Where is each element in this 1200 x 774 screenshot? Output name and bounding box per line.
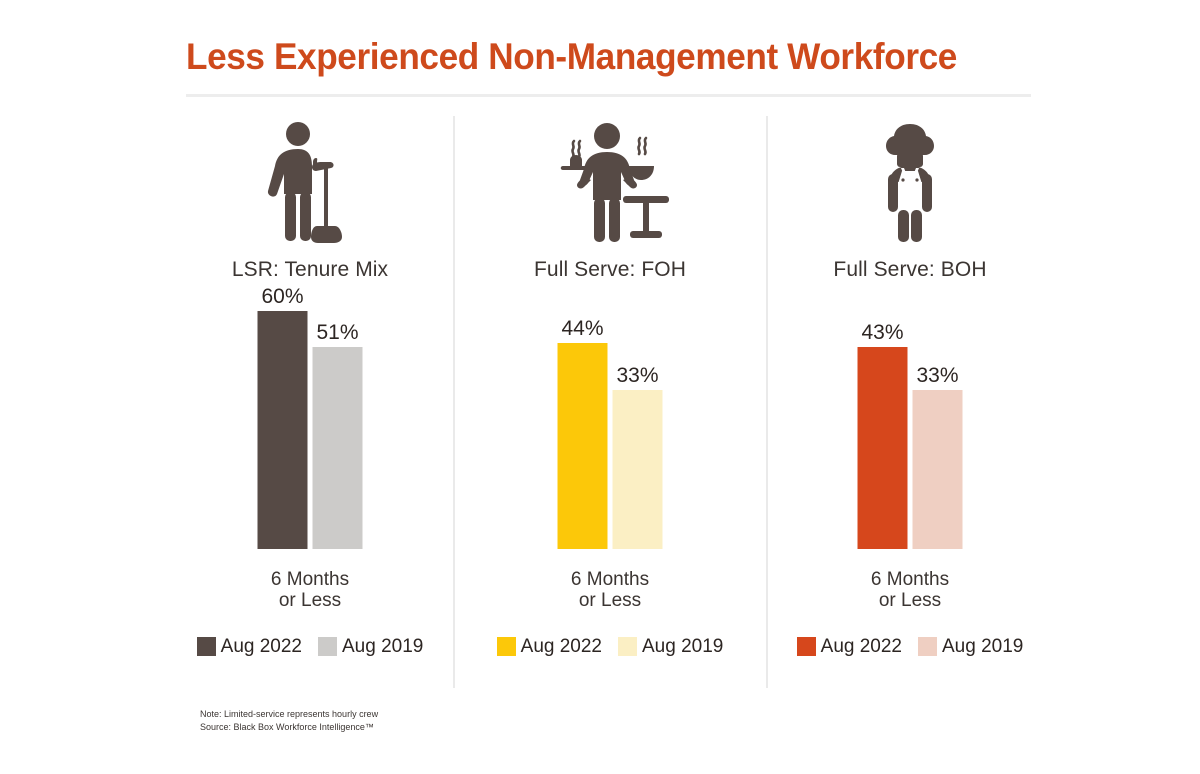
- legend: Aug 2022 Aug 2019: [196, 635, 423, 658]
- footnote-source: Source: Black Box Workforce Intelligence…: [200, 722, 374, 733]
- server-with-tray-icon: [550, 118, 670, 244]
- legend-item-aug-2019[interactable]: Aug 2019: [318, 636, 423, 658]
- janitor-with-broom-icon: [264, 118, 356, 244]
- axis-label-line-2: or Less: [878, 590, 942, 612]
- legend-swatch-icon: [496, 637, 516, 657]
- legend-item-aug-2022[interactable]: Aug 2022: [796, 635, 902, 658]
- bar-column-aug-2019: 33%: [612, 284, 663, 549]
- legend-swatch-icon: [618, 637, 637, 657]
- legend-label: Aug 2019: [342, 635, 424, 657]
- bar-value-label: 43%: [861, 321, 904, 344]
- bar-rect[interactable]: [612, 390, 663, 549]
- legend-label: Aug 2019: [942, 635, 1024, 657]
- legend-swatch-icon: [196, 637, 216, 657]
- footnote: Note: Limited-service represents hourly …: [200, 708, 378, 734]
- panel-full-serve-foh: Full Serve: FOH 44% 33% 6 Months or Less: [460, 112, 760, 692]
- bars-area: 44% 33%: [510, 284, 710, 549]
- bar-column-aug-2019: 33%: [912, 284, 963, 549]
- axis-label-line-2: or Less: [278, 590, 342, 612]
- bar-value-label: 51%: [316, 321, 359, 344]
- bar-column-aug-2019: 51%: [312, 284, 363, 549]
- bar-value-label: 33%: [616, 364, 659, 387]
- axis-category-label: 6 Months or Less: [871, 569, 949, 612]
- bars-area: 60% 51%: [210, 284, 410, 549]
- chef-with-apron-icon: [864, 118, 956, 244]
- panel-lsr-tenure-mix: LSR: Tenure Mix 60% 51% 6 Months or Less: [160, 112, 460, 692]
- axis-label-line-1: 6 Months: [870, 569, 950, 590]
- legend-label: Aug 2019: [642, 635, 724, 657]
- bar-group: 44% 33%: [557, 284, 663, 549]
- axis-label-line-2: or Less: [578, 590, 642, 612]
- panel-container: LSR: Tenure Mix 60% 51% 6 Months or Less: [160, 112, 1060, 692]
- legend-swatch-icon: [796, 637, 816, 657]
- bar-rect[interactable]: [857, 347, 908, 549]
- legend-label: Aug 2022: [520, 635, 602, 657]
- page-title: Less Experienced Non-Management Workforc…: [186, 36, 957, 77]
- axis-label-line-1: 6 Months: [270, 569, 350, 590]
- bar-rect[interactable]: [257, 311, 308, 549]
- bar-group: 60% 51%: [257, 284, 363, 549]
- legend: Aug 2022 Aug 2019: [496, 635, 723, 658]
- footnote-note: Note: Limited-service represents hourly …: [200, 709, 379, 719]
- bar-column-aug-2022: 43%: [857, 284, 908, 549]
- legend: Aug 2022 Aug 2019: [796, 635, 1023, 658]
- bar-rect[interactable]: [557, 343, 608, 549]
- bar-group: 43% 33%: [857, 284, 963, 549]
- axis-category-label: 6 Months or Less: [571, 569, 649, 612]
- legend-label: Aug 2022: [820, 635, 902, 657]
- bar-value-label: 33%: [916, 364, 959, 387]
- legend-label: Aug 2022: [220, 635, 302, 657]
- bar-column-aug-2022: 60%: [257, 284, 308, 549]
- axis-category-label: 6 Months or Less: [271, 569, 349, 612]
- legend-item-aug-2019[interactable]: Aug 2019: [618, 636, 723, 658]
- bar-value-label: 60%: [261, 285, 304, 308]
- panel-divider-1: [453, 116, 455, 688]
- legend-item-aug-2022[interactable]: Aug 2022: [196, 635, 302, 658]
- bar-value-label: 44%: [561, 317, 604, 340]
- legend-item-aug-2022[interactable]: Aug 2022: [496, 635, 602, 658]
- bar-rect[interactable]: [912, 390, 963, 549]
- bars-area: 43% 33%: [810, 284, 1010, 549]
- panel-label: LSR: Tenure Mix: [231, 258, 389, 281]
- bar-rect[interactable]: [312, 347, 363, 549]
- legend-item-aug-2019[interactable]: Aug 2019: [918, 636, 1023, 658]
- panel-label: Full Serve: BOH: [833, 258, 987, 281]
- bar-column-aug-2022: 44%: [557, 284, 608, 549]
- title-divider-rule: [186, 94, 1031, 97]
- panel-full-serve-boh: Full Serve: BOH 43% 33% 6 Months or Less: [760, 112, 1060, 692]
- panel-label: Full Serve: FOH: [533, 258, 687, 281]
- panel-divider-2: [766, 116, 768, 688]
- legend-swatch-icon: [918, 637, 937, 657]
- axis-label-line-1: 6 Months: [570, 569, 650, 590]
- legend-swatch-icon: [318, 637, 337, 657]
